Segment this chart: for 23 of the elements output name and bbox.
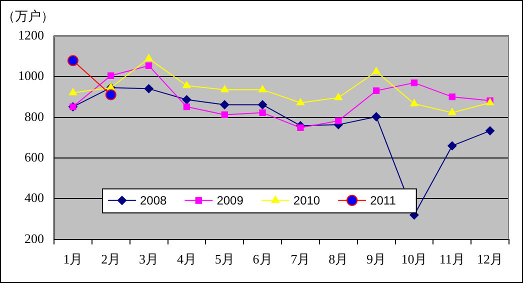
x-tick-label: 3月 bbox=[139, 252, 159, 267]
x-tick-label: 8月 bbox=[328, 252, 348, 267]
legend-label: 2011 bbox=[370, 194, 396, 208]
x-tick-label: 10月 bbox=[401, 252, 428, 267]
y-tick-label: 1000 bbox=[18, 68, 44, 84]
x-tick-label: 9月 bbox=[366, 252, 386, 267]
y-tick-label: 400 bbox=[24, 190, 44, 206]
x-tick-label: 12月 bbox=[477, 252, 504, 267]
y-tick-label: 1200 bbox=[18, 27, 44, 42]
legend-label: 2009 bbox=[216, 194, 244, 208]
x-tick-label: 5月 bbox=[214, 252, 234, 267]
x-tick-label: 1月 bbox=[63, 252, 83, 267]
y-tick-label: 200 bbox=[24, 230, 44, 246]
x-tick-label: 7月 bbox=[290, 252, 310, 267]
y-axis-title: （万户） bbox=[2, 8, 54, 24]
y-tick-label: 600 bbox=[24, 149, 44, 164]
legend-label: 2010 bbox=[293, 194, 320, 208]
y-tick-label: 800 bbox=[24, 108, 44, 124]
x-tick-label: 6月 bbox=[252, 252, 272, 267]
x-tick-label: 4月 bbox=[176, 252, 196, 267]
x-tick-label: 2月 bbox=[101, 252, 121, 267]
x-tick-label: 11月 bbox=[439, 252, 465, 267]
legend-label: 2008 bbox=[140, 194, 168, 208]
